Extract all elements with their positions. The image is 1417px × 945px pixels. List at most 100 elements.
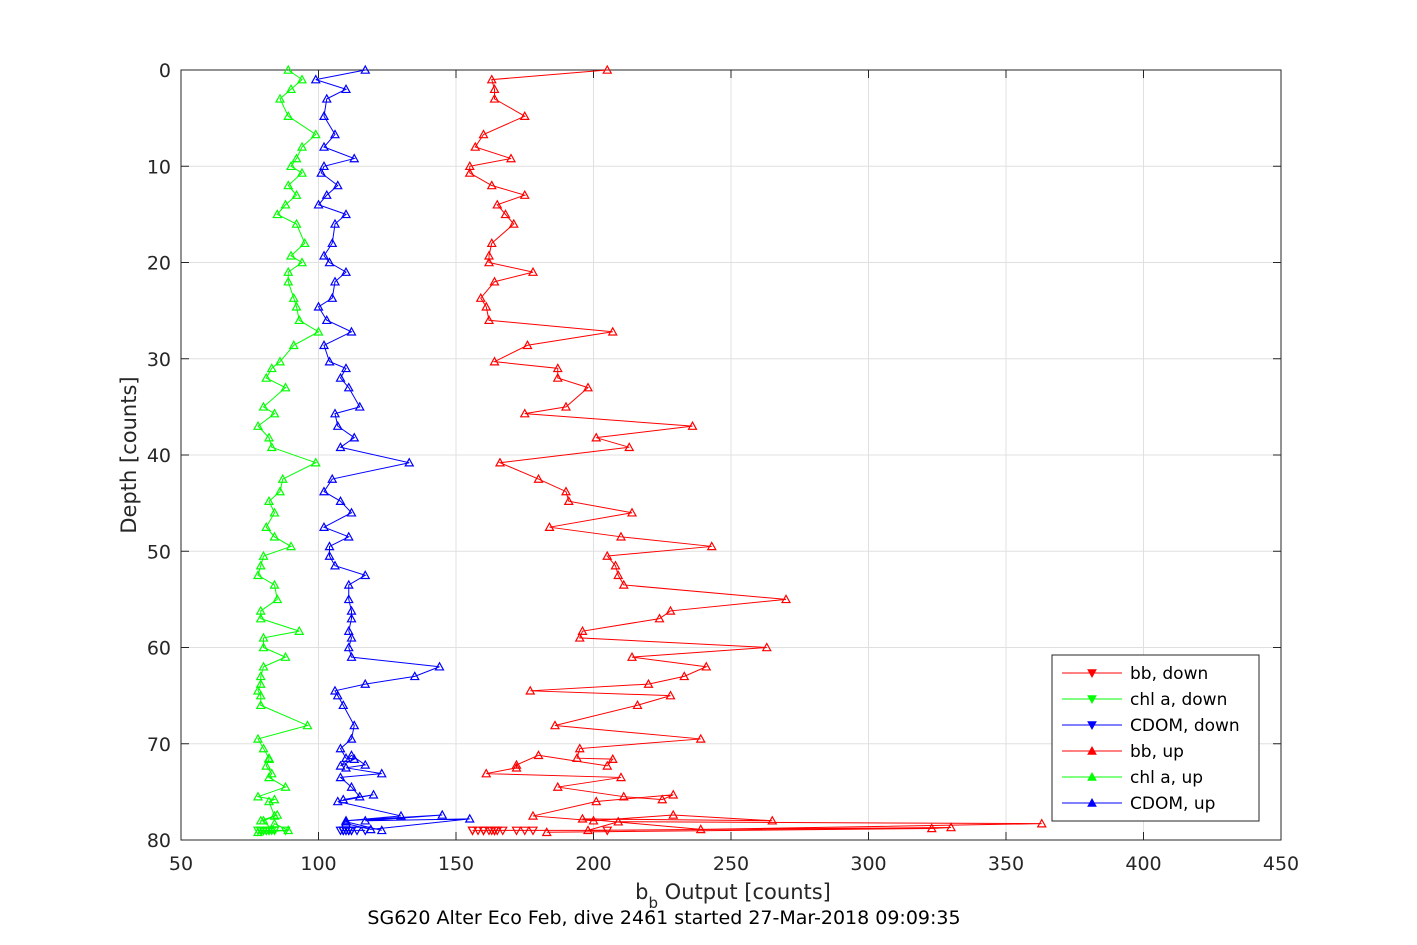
data-point xyxy=(283,110,294,121)
legend-entry-label: CDOM, up xyxy=(1130,794,1215,814)
data-point xyxy=(376,825,387,835)
data-point xyxy=(335,743,346,753)
data-point xyxy=(272,594,283,604)
data-point xyxy=(560,486,572,496)
y-tick-label: 40 xyxy=(147,445,171,467)
data-point xyxy=(489,356,500,366)
data-point xyxy=(258,401,269,411)
data-point xyxy=(404,457,415,467)
data-point xyxy=(296,257,308,267)
data-point xyxy=(277,473,288,483)
x-tick-label: 50 xyxy=(169,853,193,875)
data-point xyxy=(497,826,508,836)
data-point xyxy=(343,594,354,604)
data-point xyxy=(354,401,365,411)
data-point xyxy=(296,167,308,177)
data-point xyxy=(291,301,302,311)
legend-swatch-marker xyxy=(1087,771,1097,781)
data-point xyxy=(327,238,338,248)
data-point xyxy=(288,292,299,302)
data-point xyxy=(252,420,264,430)
data-point xyxy=(349,720,360,730)
x-axis-label-b: b xyxy=(635,880,648,904)
data-point xyxy=(618,791,629,801)
data-point xyxy=(261,760,272,770)
data-point xyxy=(335,372,346,382)
data-point xyxy=(571,752,583,762)
data-point xyxy=(360,570,371,580)
data-point xyxy=(340,209,352,219)
series-line xyxy=(256,69,320,833)
data-point xyxy=(269,408,280,418)
data-point xyxy=(263,772,275,782)
data-point xyxy=(291,218,302,228)
data-point xyxy=(261,372,272,382)
data-point xyxy=(335,495,346,505)
data-point xyxy=(313,301,324,311)
legend-swatch-marker xyxy=(1087,695,1097,705)
data-point xyxy=(343,531,354,541)
data-point xyxy=(602,760,613,770)
data-point xyxy=(376,768,387,778)
data-point xyxy=(492,199,503,209)
data-point xyxy=(505,153,517,163)
data-point xyxy=(464,167,475,177)
legend-entry-label: bb, down xyxy=(1130,664,1208,684)
data-point xyxy=(478,129,489,139)
data-point xyxy=(533,473,544,483)
data-point xyxy=(280,781,291,791)
data-point xyxy=(486,180,497,190)
data-point xyxy=(349,153,360,163)
data-point xyxy=(318,486,330,496)
axis-ticks: 50 100 150 200 250 300 350 400 450 0 10 20 30 40 50 60 7… xyxy=(147,60,1299,875)
data-point xyxy=(285,84,297,94)
data-point xyxy=(615,772,627,782)
data-point xyxy=(695,733,706,743)
data-point xyxy=(522,340,533,350)
data-point xyxy=(591,796,602,806)
x-tick-label: 450 xyxy=(1263,853,1299,875)
data-point xyxy=(291,189,302,199)
y-tick-label: 0 xyxy=(159,60,171,82)
data-point xyxy=(272,809,283,819)
data-point xyxy=(296,141,308,151)
x-tick-label: 300 xyxy=(850,853,886,875)
data-point xyxy=(313,326,324,336)
data-point xyxy=(346,733,357,743)
data-point xyxy=(665,690,676,700)
data-point xyxy=(266,824,277,834)
data-point xyxy=(527,266,539,276)
series-layer xyxy=(252,64,1047,837)
data-point xyxy=(269,794,280,804)
data-point xyxy=(552,781,563,791)
data-point xyxy=(346,507,357,517)
data-point xyxy=(263,495,275,505)
data-point xyxy=(343,382,354,392)
data-point xyxy=(588,815,599,825)
data-point xyxy=(343,625,354,635)
data-point xyxy=(318,110,330,121)
data-point xyxy=(360,815,371,825)
data-point xyxy=(266,442,277,452)
data-point xyxy=(338,700,349,710)
data-point xyxy=(354,791,365,801)
data-point xyxy=(288,340,299,350)
data-point xyxy=(346,651,357,661)
data-point xyxy=(549,720,561,730)
data-point xyxy=(607,753,618,763)
data-point xyxy=(280,651,291,661)
data-point xyxy=(483,315,495,325)
data-point xyxy=(346,781,357,791)
data-point xyxy=(945,822,957,832)
data-point xyxy=(255,613,266,623)
data-point xyxy=(283,266,294,276)
data-point xyxy=(602,550,613,560)
data-point xyxy=(343,642,354,652)
data-point xyxy=(329,276,341,286)
series-bb-down xyxy=(467,826,613,836)
data-point xyxy=(481,301,492,311)
data-point xyxy=(437,809,448,819)
data-point xyxy=(327,292,338,302)
data-point xyxy=(613,816,624,826)
data-point xyxy=(346,326,357,336)
